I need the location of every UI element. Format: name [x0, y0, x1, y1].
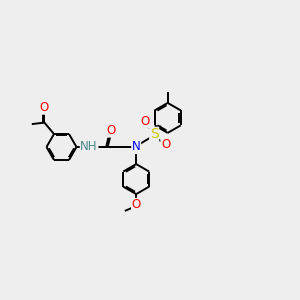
Text: O: O: [161, 138, 170, 151]
Text: O: O: [106, 124, 115, 137]
Text: O: O: [132, 198, 141, 212]
Text: S: S: [150, 128, 159, 141]
Text: O: O: [140, 115, 149, 128]
Text: N: N: [132, 140, 141, 154]
Text: O: O: [40, 101, 49, 114]
Text: NH: NH: [80, 140, 98, 154]
